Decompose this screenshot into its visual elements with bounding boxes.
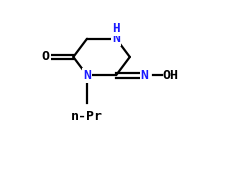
Text: OH: OH [163,69,179,82]
Text: H: H [112,22,120,35]
Text: n-Pr: n-Pr [71,110,103,123]
Text: N: N [83,69,91,82]
Text: O: O [42,51,50,63]
Text: N: N [112,32,120,45]
Text: N: N [141,69,149,82]
